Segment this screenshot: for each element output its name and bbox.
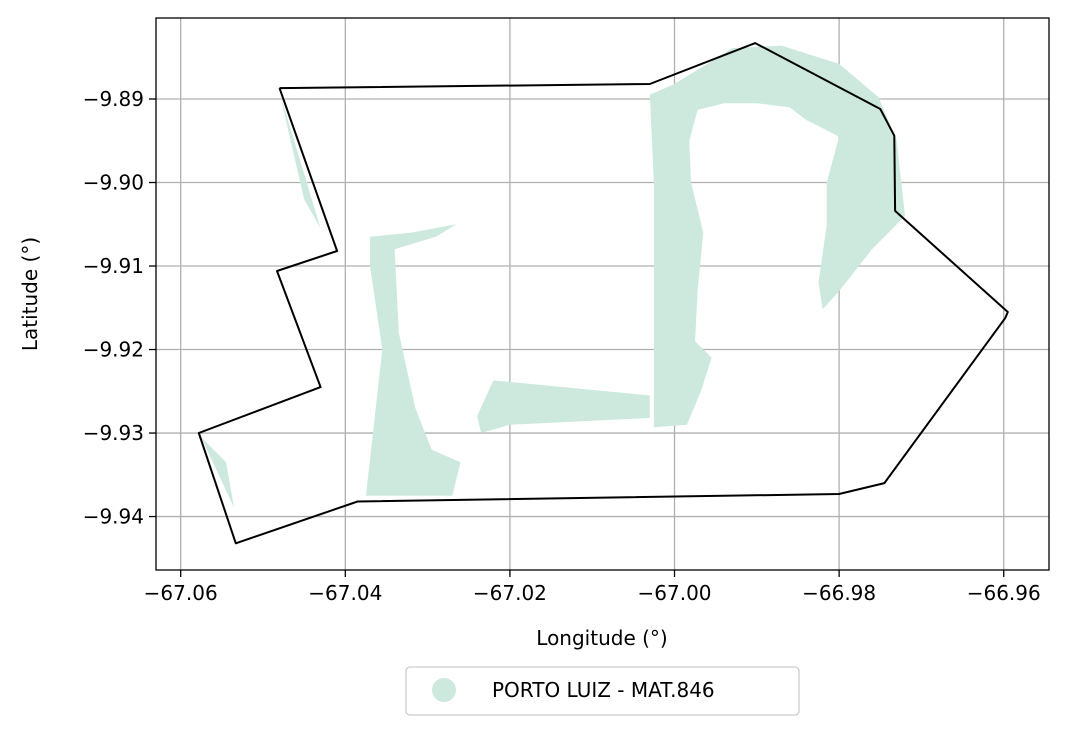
grid-lines xyxy=(156,18,1049,570)
y-axis-title: Latitude (°) xyxy=(18,237,42,351)
parcel-polygon xyxy=(365,224,461,496)
x-tick-label: −67.06 xyxy=(144,581,218,605)
y-tick-label: −9.94 xyxy=(83,505,144,529)
legend-label: PORTO LUIZ - MAT.846 xyxy=(492,678,715,702)
parcel-polygon xyxy=(649,45,905,428)
boundary-layer xyxy=(197,42,1009,545)
x-axis-ticks: −67.06 −67.04 −67.02 −67.00 −66.98 −66.96 xyxy=(144,570,1041,605)
property-boundary-line xyxy=(197,42,1009,545)
legend: PORTO LUIZ - MAT.846 xyxy=(405,666,800,716)
y-tick-label: −9.89 xyxy=(83,87,144,111)
y-axis-ticks: −9.89 −9.90 −9.91 −9.92 −9.93 −9.94 xyxy=(83,87,156,529)
parcel-polygon xyxy=(201,437,235,509)
parcel-polygon xyxy=(477,380,650,433)
y-tick-label: −9.91 xyxy=(83,254,144,278)
x-tick-label: −67.04 xyxy=(308,581,382,605)
y-tick-label: −9.92 xyxy=(83,338,144,362)
legend-marker-circle-icon xyxy=(432,678,456,702)
legend-box xyxy=(405,666,800,716)
x-axis-title: Longitude (°) xyxy=(536,626,667,650)
axes-frame xyxy=(155,17,1050,571)
y-tick-label: −9.93 xyxy=(83,421,144,445)
x-tick-label: −67.00 xyxy=(638,581,712,605)
x-tick-label: −66.98 xyxy=(802,581,876,605)
x-tick-label: −67.02 xyxy=(473,581,547,605)
parcel-polygon xyxy=(279,92,321,229)
x-tick-label: −66.96 xyxy=(967,581,1041,605)
y-tick-label: −9.90 xyxy=(83,171,144,195)
land-parcel-polygons xyxy=(201,45,905,509)
